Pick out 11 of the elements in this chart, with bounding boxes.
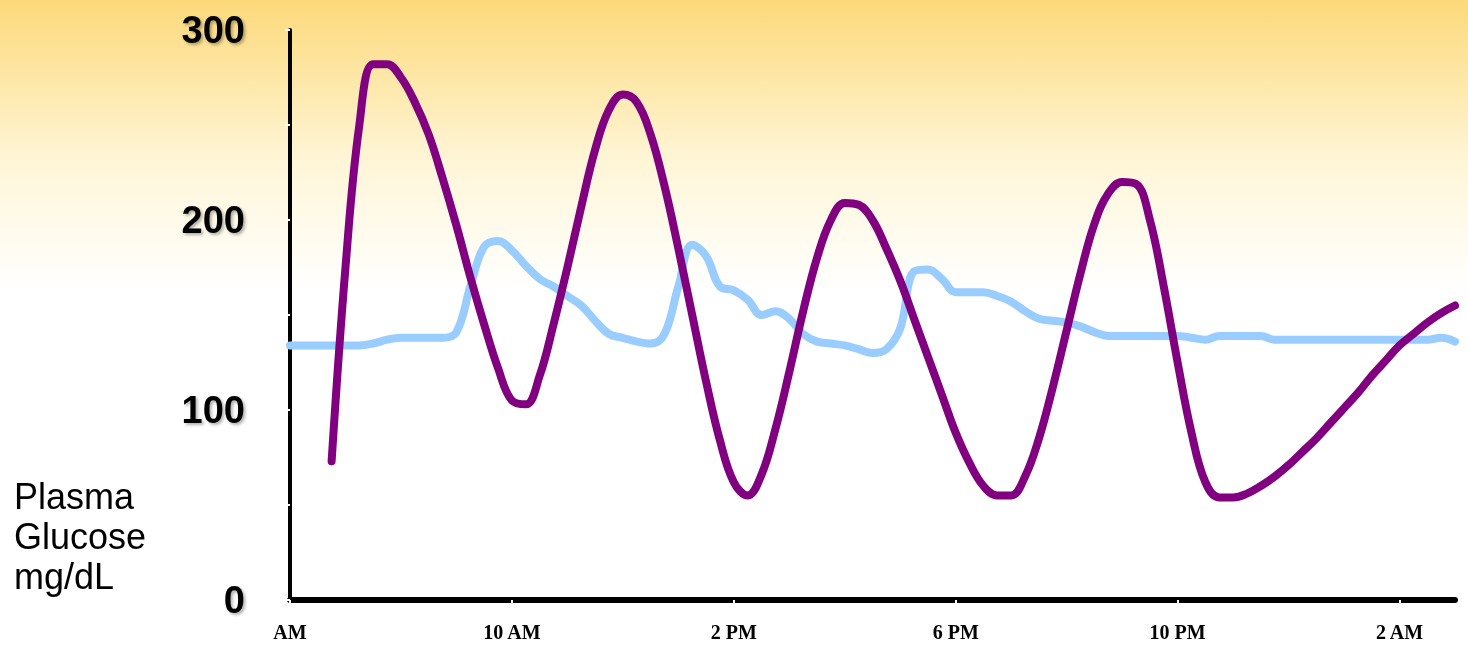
x-tick-label: 10 AM: [483, 621, 541, 643]
x-tick-label: AM: [273, 621, 307, 643]
y-tick-label: 100: [181, 389, 245, 431]
y-axis-title: Plasma Glucose mg/dL: [14, 475, 157, 597]
y-tick-label: 200: [181, 199, 245, 241]
y-tick-label: 0: [223, 579, 245, 621]
y-tick-label: 300: [181, 9, 245, 51]
x-tick-label: 6 PM: [932, 621, 979, 643]
x-tick-label: 10 PM: [1149, 621, 1206, 643]
x-tick-label: 2 PM: [710, 621, 757, 643]
x-tick-label: 2 AM: [1375, 621, 1424, 643]
